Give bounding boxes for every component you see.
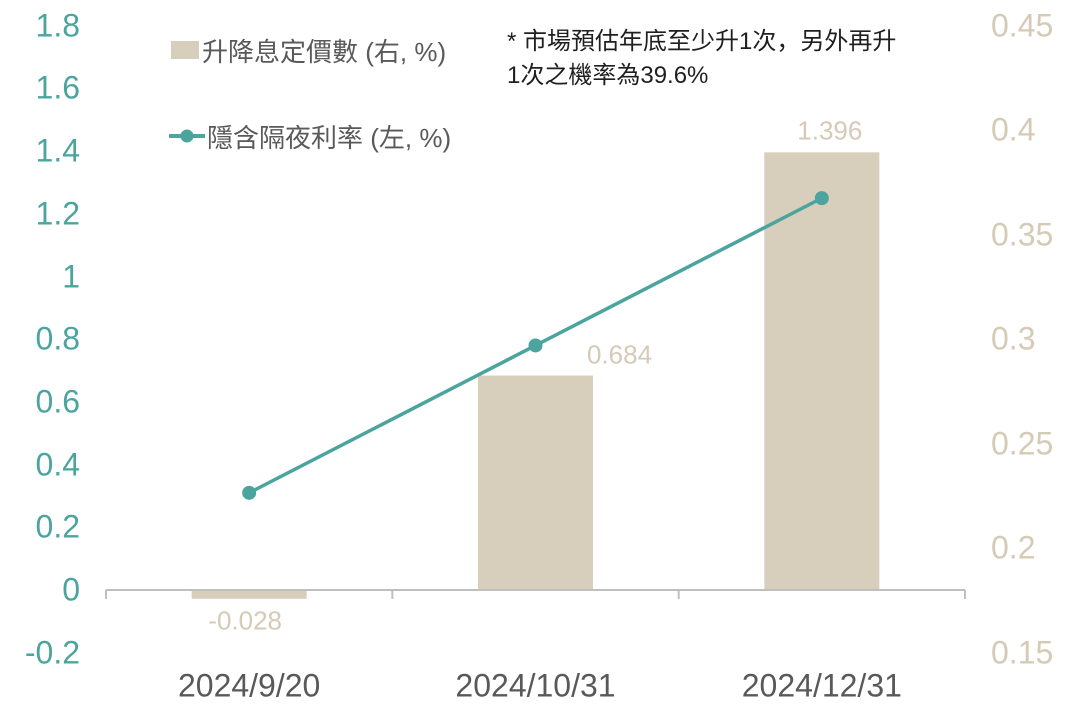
legend-label-bar-series: 升降息定價數 (右, %) [202,36,447,67]
line-series-marker-icon [169,129,205,143]
line-point-marker [242,485,257,500]
legend-item-bar-series: 升降息定價數 (右, %) [171,36,446,67]
chart-annotation: * 市場預估年底至少升1次，另外再升 1次之機率為39.6% [507,28,897,89]
bar-series-swatch-icon [171,41,199,59]
legend-label-line-series: 隱含隔夜利率 (左, %) [207,122,452,153]
line-point-marker [814,191,829,206]
line-point-marker [528,338,543,353]
legend-item-line-series: 隱含隔夜利率 (左, %) [169,122,451,153]
bar [191,590,307,599]
bar [764,152,880,590]
bar [478,375,593,590]
